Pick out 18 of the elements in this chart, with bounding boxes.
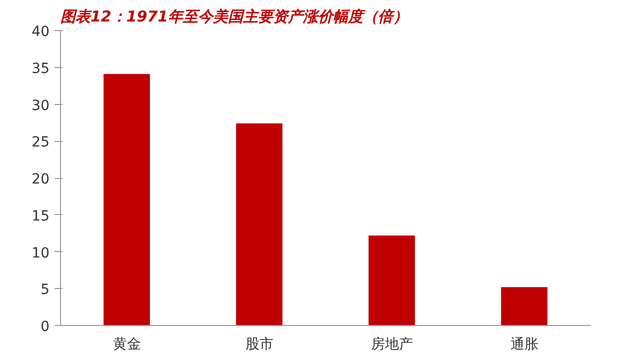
x-tick-label: 股市: [245, 336, 274, 352]
y-tick-label: 20: [32, 172, 50, 188]
bar: [501, 287, 548, 326]
x-tick-label: 黄金: [112, 336, 141, 352]
x-tick-label: 房地产: [370, 336, 413, 352]
y-tick-label: 10: [32, 245, 50, 262]
y-tick-label: 25: [32, 134, 50, 151]
y-tick-label: 30: [32, 98, 50, 114]
y-tick-label: 15: [32, 208, 50, 224]
y-tick-label: 35: [32, 60, 50, 77]
bar: [104, 74, 150, 326]
y-tick-label: 0: [40, 319, 50, 335]
chart-title: 图表12：1971年至今美国主要资产涨价幅度（倍）: [60, 8, 408, 26]
y-tick-label: 40: [32, 24, 50, 40]
y-tick-label: 5: [40, 282, 50, 298]
x-tick-label: 通胀: [510, 336, 538, 352]
bar: [236, 123, 282, 326]
bar: [368, 236, 415, 326]
